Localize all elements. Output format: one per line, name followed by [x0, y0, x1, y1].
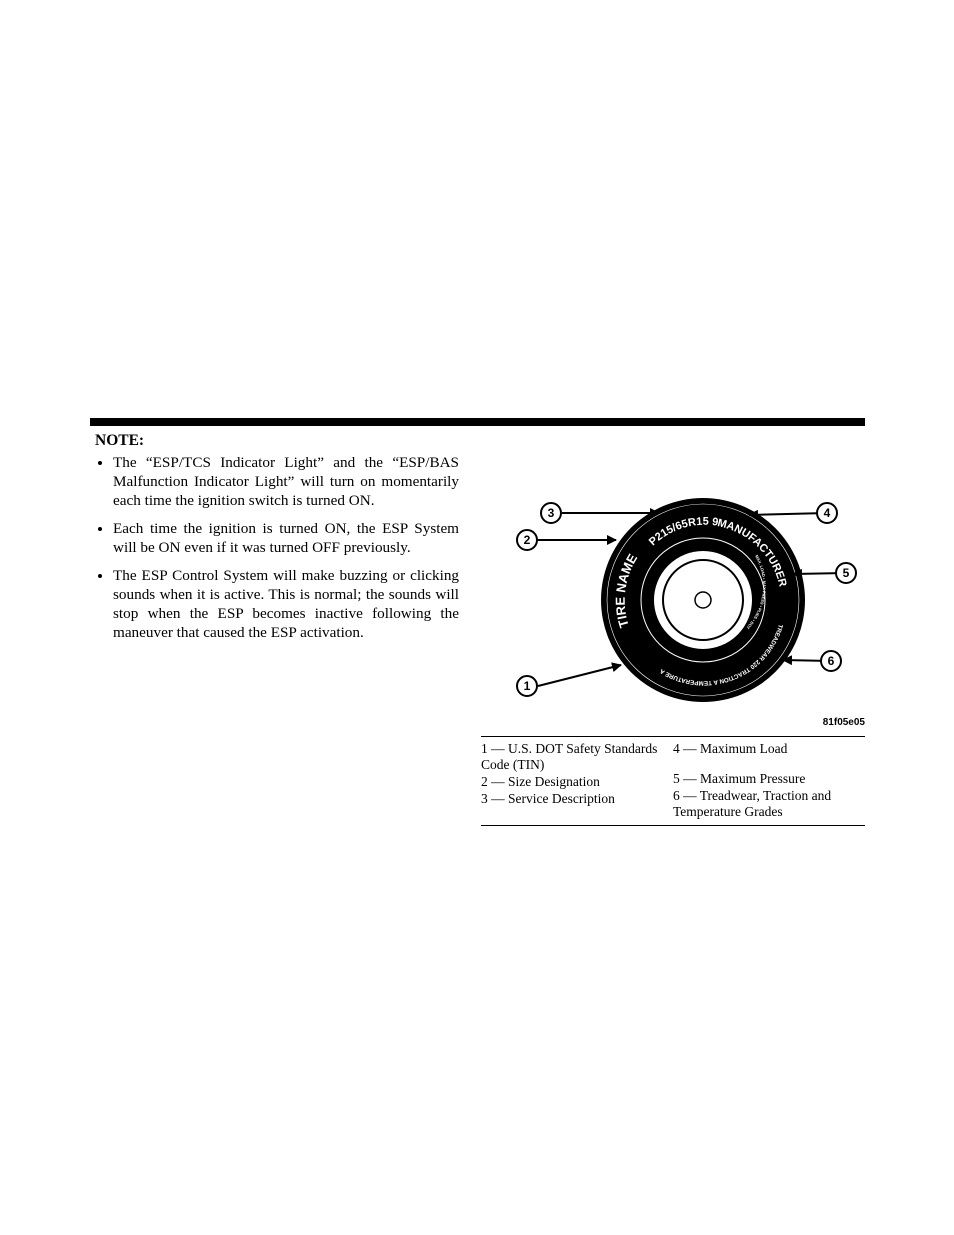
legend-item: 2 — Size Designation [481, 774, 673, 790]
left-column: NOTE: The “ESP/TCS Indicator Light” and … [95, 432, 459, 826]
callout-overlay [481, 470, 865, 730]
figure-code: 81f05e05 [823, 717, 865, 728]
legend-col-left: 1 — U.S. DOT Safety Standards Code (TIN)… [481, 741, 673, 821]
note-bullet: The “ESP/TCS Indicator Light” and the “E… [113, 453, 459, 510]
tire-sidewall-diagram: TIRE NAME P215/65R15 95H MANUFACTURER TR… [481, 470, 865, 730]
note-bullet: Each time the ignition is turned ON, the… [113, 519, 459, 557]
legend-item: 5 — Maximum Pressure [673, 771, 865, 787]
legend-col-right: 4 — Maximum Load 5 — Maximum Pressure 6 … [673, 741, 865, 821]
note-bullet: The ESP Control System will make buzzing… [113, 566, 459, 642]
page-root: NOTE: The “ESP/TCS Indicator Light” and … [0, 0, 954, 1235]
note-label: NOTE: [95, 432, 459, 450]
callout-6: 6 [820, 650, 842, 672]
legend-item: 1 — U.S. DOT Safety Standards Code (TIN) [481, 741, 673, 773]
legend-item: 3 — Service Description [481, 791, 673, 807]
right-column: TIRE NAME P215/65R15 95H MANUFACTURER TR… [481, 432, 865, 826]
callout-3: 3 [540, 502, 562, 524]
callout-2: 2 [516, 529, 538, 551]
callout-5: 5 [835, 562, 857, 584]
note-bullet-list: The “ESP/TCS Indicator Light” and the “E… [95, 453, 459, 642]
legend-item: 4 — Maximum Load [673, 741, 865, 757]
legend-item: 6 — Treadwear, Traction and Temperature … [673, 788, 865, 820]
content-columns: NOTE: The “ESP/TCS Indicator Light” and … [95, 432, 865, 826]
header-rule [90, 418, 865, 426]
callout-4: 4 [816, 502, 838, 524]
diagram-legend: 1 — U.S. DOT Safety Standards Code (TIN)… [481, 736, 865, 826]
callout-1: 1 [516, 675, 538, 697]
